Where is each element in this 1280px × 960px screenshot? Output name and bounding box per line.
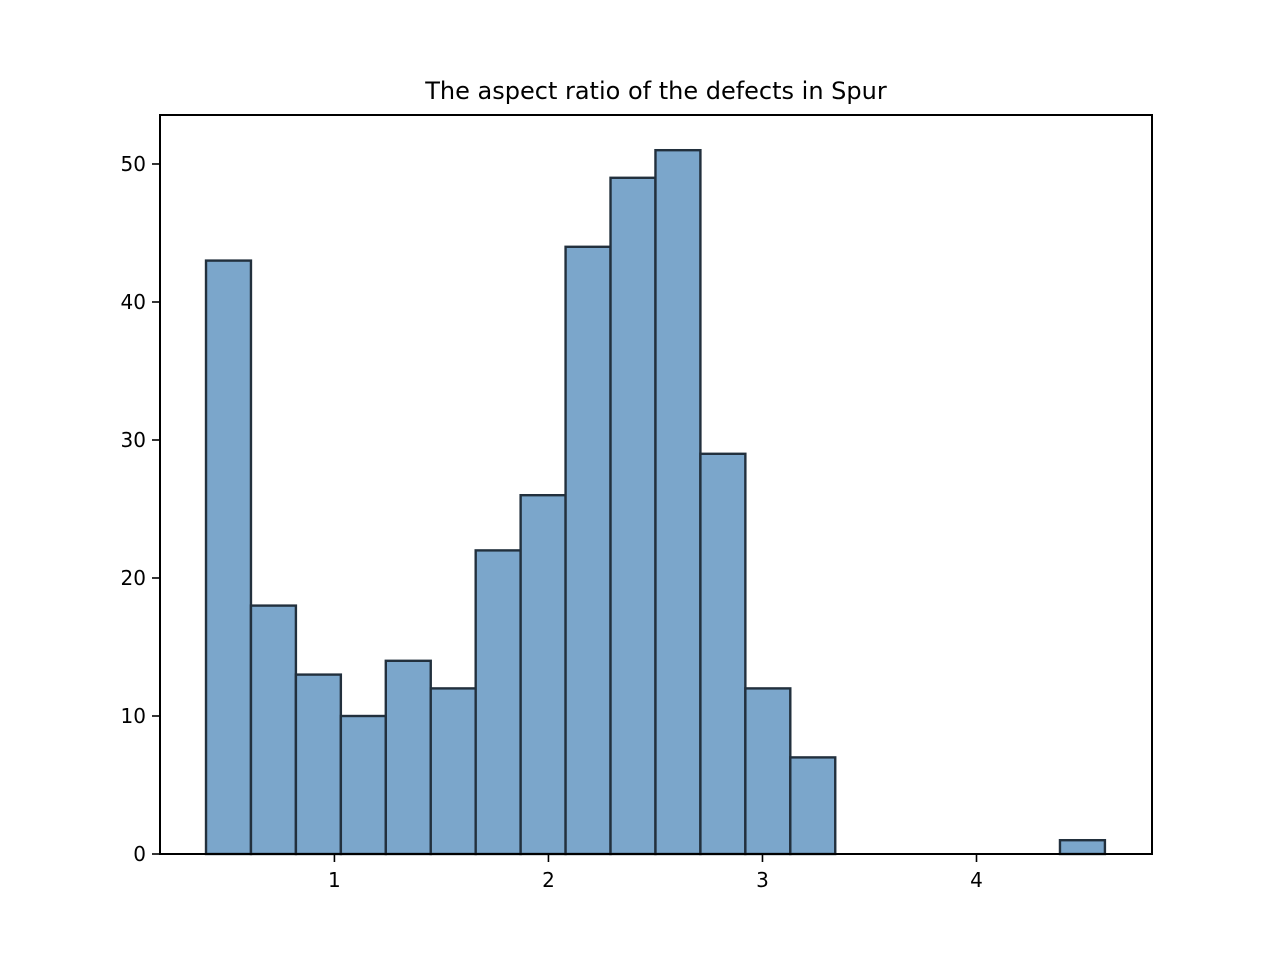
y-tick-label: 0 (133, 842, 146, 866)
histogram-bar (519, 493, 567, 856)
histogram-bar (744, 687, 792, 856)
histogram-bar (654, 148, 702, 856)
histogram-bar (249, 604, 298, 856)
histogram-bar (294, 673, 343, 856)
x-tick-label: 3 (756, 868, 769, 892)
y-tick-label: 50 (121, 152, 146, 176)
histogram-bar (789, 756, 837, 856)
y-axis: 0 10 20 30 40 50 (121, 152, 160, 866)
histogram-bar (564, 245, 612, 856)
histogram-bar (474, 549, 522, 856)
y-tick-label: 40 (121, 290, 146, 314)
histogram-bar (429, 687, 477, 856)
y-tick-label: 20 (121, 566, 146, 590)
x-tick-label: 1 (328, 868, 341, 892)
histogram-bar (609, 176, 657, 856)
histogram-bar (384, 659, 432, 856)
x-tick-label: 2 (542, 868, 555, 892)
plot-frame (159, 114, 1153, 855)
x-axis: 1 2 3 4 (328, 854, 983, 892)
histogram-bar (339, 714, 387, 856)
bars-group (204, 148, 1107, 856)
histogram-bar (699, 452, 747, 856)
y-tick-label: 10 (121, 704, 146, 728)
chart-title: The aspect ratio of the defects in Spur (424, 77, 887, 105)
histogram-bar (1058, 838, 1107, 856)
x-tick-label: 4 (970, 868, 983, 892)
histogram-bar (204, 259, 253, 856)
y-tick-label: 30 (121, 428, 146, 452)
